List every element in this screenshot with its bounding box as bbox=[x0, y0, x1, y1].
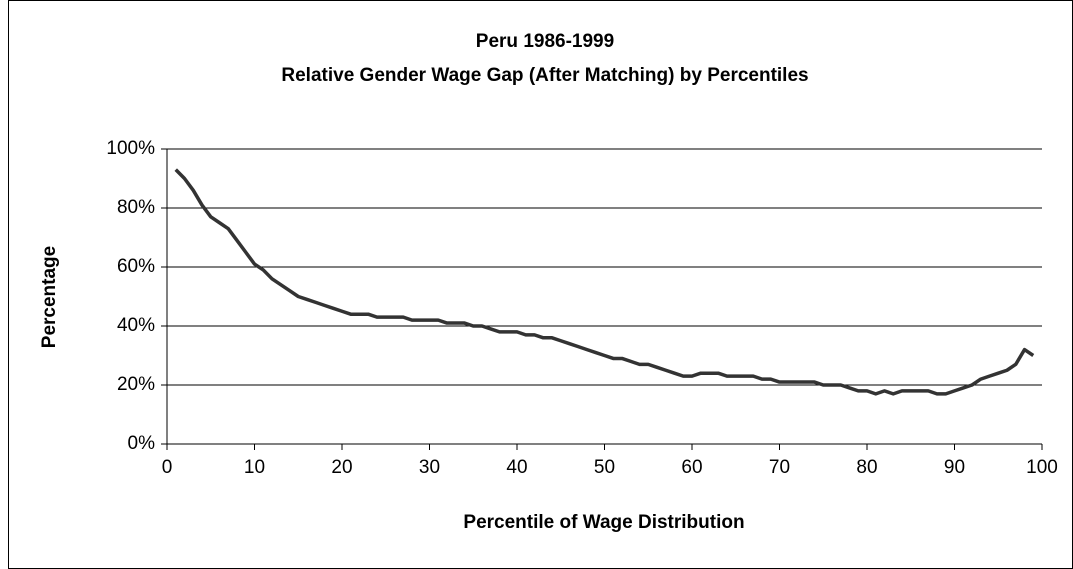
chart-frame bbox=[8, 0, 1073, 569]
y-tick-label: 60% bbox=[117, 256, 155, 277]
x-tick-label: 40 bbox=[506, 457, 527, 478]
y-tick-label: 40% bbox=[117, 315, 155, 336]
x-tick-label: 30 bbox=[419, 457, 440, 478]
x-tick-label: 60 bbox=[681, 457, 702, 478]
x-tick-label: 50 bbox=[594, 457, 615, 478]
data-line bbox=[174, 168, 1035, 396]
y-tick-label: 0% bbox=[128, 433, 156, 454]
x-tick-label: 100 bbox=[1026, 457, 1058, 478]
y-axis-label: Percentage bbox=[39, 246, 60, 348]
x-tick-label: 80 bbox=[856, 457, 877, 478]
x-tick-label: 90 bbox=[944, 457, 965, 478]
x-tick-label: 10 bbox=[244, 457, 265, 478]
x-axis-label: Percentile of Wage Distribution bbox=[463, 512, 744, 533]
y-tick-label: 80% bbox=[117, 197, 155, 218]
x-tick-label: 0 bbox=[162, 457, 173, 478]
x-tick-label: 70 bbox=[769, 457, 790, 478]
chart-title: Peru 1986-1999 bbox=[476, 31, 614, 52]
y-tick-label: 20% bbox=[117, 374, 155, 395]
chart-subtitle: Relative Gender Wage Gap (After Matching… bbox=[281, 65, 808, 86]
x-tick-label: 20 bbox=[331, 457, 352, 478]
y-tick-label: 100% bbox=[106, 138, 155, 159]
